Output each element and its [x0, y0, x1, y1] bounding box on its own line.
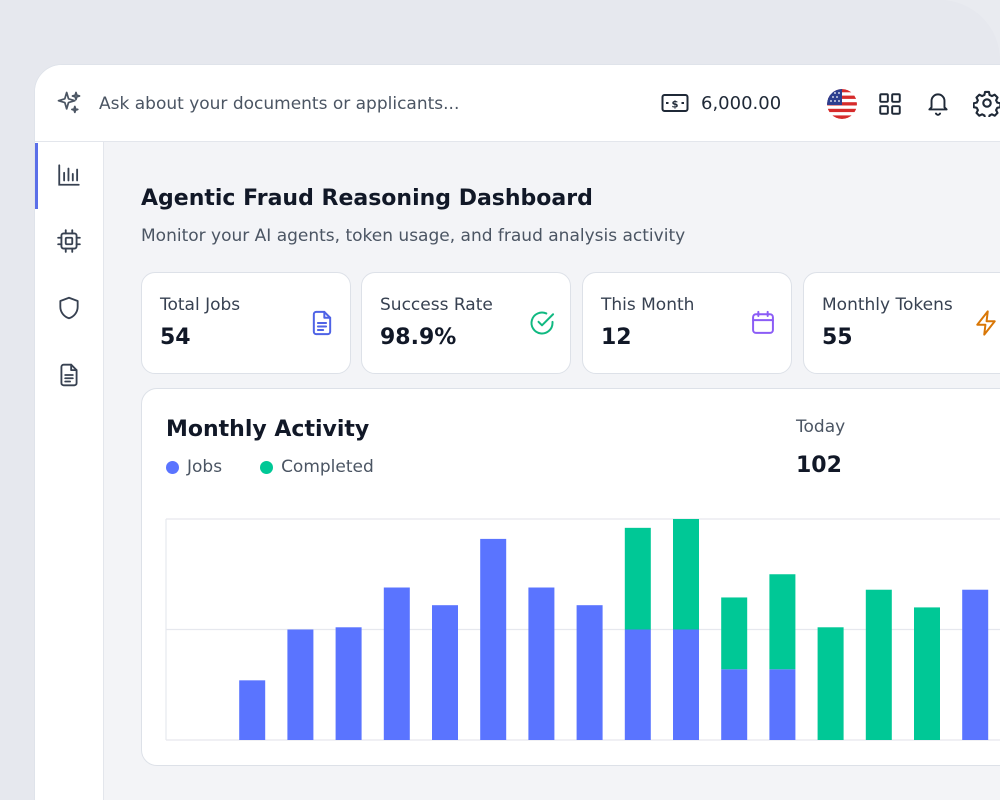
bar-jobs[interactable]: [673, 629, 699, 741]
app-window: $ 6,000.00: [34, 64, 1000, 800]
stat-label: This Month: [601, 295, 695, 315]
bar-completed[interactable]: [769, 574, 796, 670]
bar-completed[interactable]: [865, 589, 892, 740]
bar-jobs[interactable]: [432, 605, 458, 740]
bar-jobs[interactable]: [480, 538, 507, 740]
stat-label: Total Jobs: [160, 295, 241, 315]
activity-bar-chart: [165, 518, 1000, 741]
chart-legend: Jobs Completed: [166, 457, 374, 477]
sidebar-item-documents[interactable]: [35, 343, 103, 407]
bar-completed[interactable]: [673, 519, 699, 630]
stat-card-this-month[interactable]: This Month 12: [582, 272, 792, 374]
gear-icon[interactable]: [973, 89, 1000, 117]
shield-icon: [59, 296, 79, 320]
stat-value: 55: [822, 325, 853, 350]
stat-card-monthly-tokens[interactable]: Monthly Tokens 55: [803, 272, 1000, 374]
cpu-chip-icon: [57, 229, 81, 253]
bar-jobs[interactable]: [624, 629, 651, 741]
bar-jobs[interactable]: [721, 669, 748, 740]
legend-item-completed[interactable]: Completed: [260, 457, 374, 477]
sidebar: [35, 142, 104, 800]
chart-title: Monthly Activity: [166, 417, 370, 442]
calendar-icon: [752, 310, 774, 334]
legend-dot-jobs: [166, 460, 179, 474]
today-value: 102: [796, 453, 842, 478]
stat-label: Monthly Tokens: [822, 295, 953, 315]
legend-item-jobs[interactable]: Jobs: [166, 457, 222, 477]
money-icon: $: [661, 94, 689, 112]
bar-jobs[interactable]: [576, 605, 603, 740]
today-label: Today: [796, 417, 846, 437]
bar-jobs[interactable]: [769, 669, 796, 740]
balance-amount: 6,000.00: [701, 92, 782, 114]
check-circle-icon: [530, 311, 555, 335]
stat-value: 12: [601, 325, 632, 350]
bar-completed[interactable]: [624, 527, 651, 630]
us-flag-icon[interactable]: [827, 89, 857, 119]
sidebar-item-agents[interactable]: [35, 209, 103, 273]
bell-icon[interactable]: [925, 89, 951, 117]
legend-label-jobs: Jobs: [187, 457, 223, 477]
svg-text:$: $: [672, 100, 679, 111]
bar-completed[interactable]: [721, 597, 748, 670]
page-title: Agentic Fraud Reasoning Dashboard: [141, 186, 593, 211]
stat-card-total-jobs[interactable]: Total Jobs 54: [141, 272, 351, 374]
document-icon: [60, 363, 78, 387]
apps-grid-icon[interactable]: [877, 91, 903, 117]
legend-dot-completed: [260, 460, 274, 474]
balance-display[interactable]: $ 6,000.00: [661, 90, 781, 116]
sparkle-icon: [57, 91, 81, 114]
page-subtitle: Monitor your AI agents, token usage, and…: [141, 226, 686, 246]
stat-card-success-rate[interactable]: Success Rate 98.9%: [361, 272, 571, 374]
stat-value: 54: [160, 325, 191, 350]
bar-jobs[interactable]: [287, 629, 314, 741]
bar-jobs[interactable]: [528, 587, 555, 740]
sidebar-item-analytics[interactable]: [35, 143, 103, 209]
bar-completed[interactable]: [817, 627, 844, 740]
bar-jobs[interactable]: [962, 589, 989, 740]
bar-chart-icon: [58, 164, 80, 186]
monthly-activity-card: Monthly Activity Jobs Completed Today 10…: [141, 388, 1000, 766]
stat-label: Success Rate: [380, 295, 493, 315]
lightning-icon: [976, 310, 996, 336]
document-icon: [312, 310, 332, 336]
top-bar: $ 6,000.00: [35, 65, 1000, 142]
bar-jobs[interactable]: [383, 587, 410, 740]
bar-completed[interactable]: [914, 607, 940, 740]
bar-jobs[interactable]: [335, 627, 362, 740]
sidebar-item-security[interactable]: [35, 276, 103, 340]
legend-label-completed: Completed: [281, 457, 374, 477]
search-input[interactable]: [97, 89, 621, 119]
stat-value: 98.9%: [380, 325, 457, 350]
bar-jobs[interactable]: [239, 680, 266, 740]
main-content: Agentic Fraud Reasoning Dashboard Monito…: [104, 142, 1000, 800]
